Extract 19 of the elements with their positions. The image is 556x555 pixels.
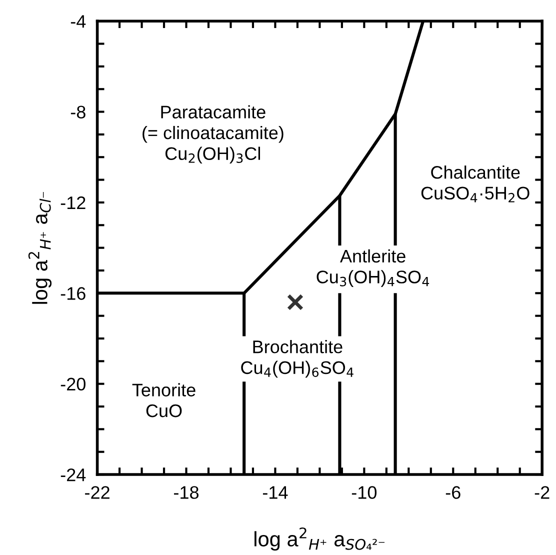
y-tick-label: -16 xyxy=(60,287,86,300)
x-tick-label: -14 xyxy=(262,486,288,499)
x-tick-label: -2 xyxy=(534,486,550,499)
y-tick-label: -12 xyxy=(60,196,86,210)
annotation: Tenorite CuO xyxy=(132,383,196,418)
y-axis-title: log a$^{2}$$_{H⁺}$ a$_{Cl⁻}$ xyxy=(28,192,52,304)
annotation: Antlerite Cu$_{3}$(OH)$_{4}$SO$_{4}$ xyxy=(316,249,430,287)
x-tick-label: -10 xyxy=(352,486,377,499)
y-tick-label: -24 xyxy=(60,468,86,482)
x-tick-label: -22 xyxy=(85,486,110,499)
annotation: Chalcantite CuSO$_{4}$·5H$_{2}$O xyxy=(421,166,530,202)
x-axis-title: log a$^{2}$$_{H⁺}$ a$_{SO₄²⁻}$ xyxy=(254,527,385,551)
annotation: Paratacamite (= clinoatacamite) Cu$_{2}$(OH)$_{3}$Cl xyxy=(142,105,284,164)
annotation: Brochantite Cu$_{4}$(OH)$_{6}$SO$_{4}$ xyxy=(241,340,354,378)
x-tick-label: -6 xyxy=(446,486,460,499)
y-tick-label: -20 xyxy=(60,378,86,391)
y-tick-label: -4 xyxy=(70,15,86,28)
y-tick-label: -8 xyxy=(70,106,86,118)
x-tick-label: -18 xyxy=(174,486,199,499)
